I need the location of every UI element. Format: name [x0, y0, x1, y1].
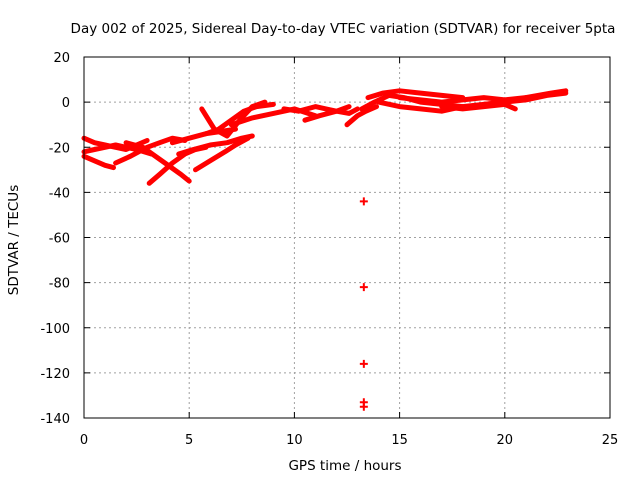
x-tick-label: 20: [497, 433, 514, 448]
x-tick-label: 5: [185, 433, 193, 448]
y-axis-label: SDTVAR / TECUs: [6, 185, 22, 295]
x-axis-label: GPS time / hours: [288, 458, 401, 474]
series-arc-5: [123, 140, 192, 184]
y-axis-ticks: 20 0 -20 -40 -60 -80 -100 -120 -140: [40, 51, 610, 427]
y-tick-label: -60: [49, 232, 70, 247]
x-tick-label: 0: [80, 433, 88, 448]
series-arc-17: [365, 88, 466, 101]
series-arc-3: [81, 153, 116, 171]
series-arc-15: [344, 104, 379, 128]
y-tick-label: 0: [62, 96, 70, 111]
grid-lines: [84, 57, 610, 418]
chart-title: Day 002 of 2025, Sidereal Day-to-day VTE…: [71, 21, 616, 37]
series-arc-4: [113, 135, 188, 166]
y-tick-label: -80: [49, 277, 70, 292]
x-tick-label: 25: [602, 433, 619, 448]
outlier-points: [359, 197, 368, 411]
outlier-point: [359, 402, 368, 411]
x-tick-label: 10: [286, 433, 303, 448]
y-tick-label: 20: [53, 51, 70, 66]
y-tick-label: -20: [49, 141, 70, 156]
series-arc-9: [193, 135, 251, 173]
x-tick-label: 15: [391, 433, 408, 448]
outlier-point: [359, 197, 368, 206]
outlier-point: [359, 283, 368, 292]
y-tick-label: -40: [49, 186, 70, 201]
series-arc-14: [302, 106, 360, 123]
x-axis-ticks: 0 5 10 15 20 25: [80, 57, 618, 448]
data-series: [81, 88, 569, 186]
y-tick-label: -140: [40, 412, 70, 427]
series-arc-11: [203, 101, 276, 137]
y-tick-label: -100: [40, 322, 70, 337]
series-arc-2: [81, 142, 154, 157]
series-arc-22: [523, 88, 569, 101]
y-tick-label: -120: [40, 367, 70, 382]
outlier-point: [359, 359, 368, 368]
